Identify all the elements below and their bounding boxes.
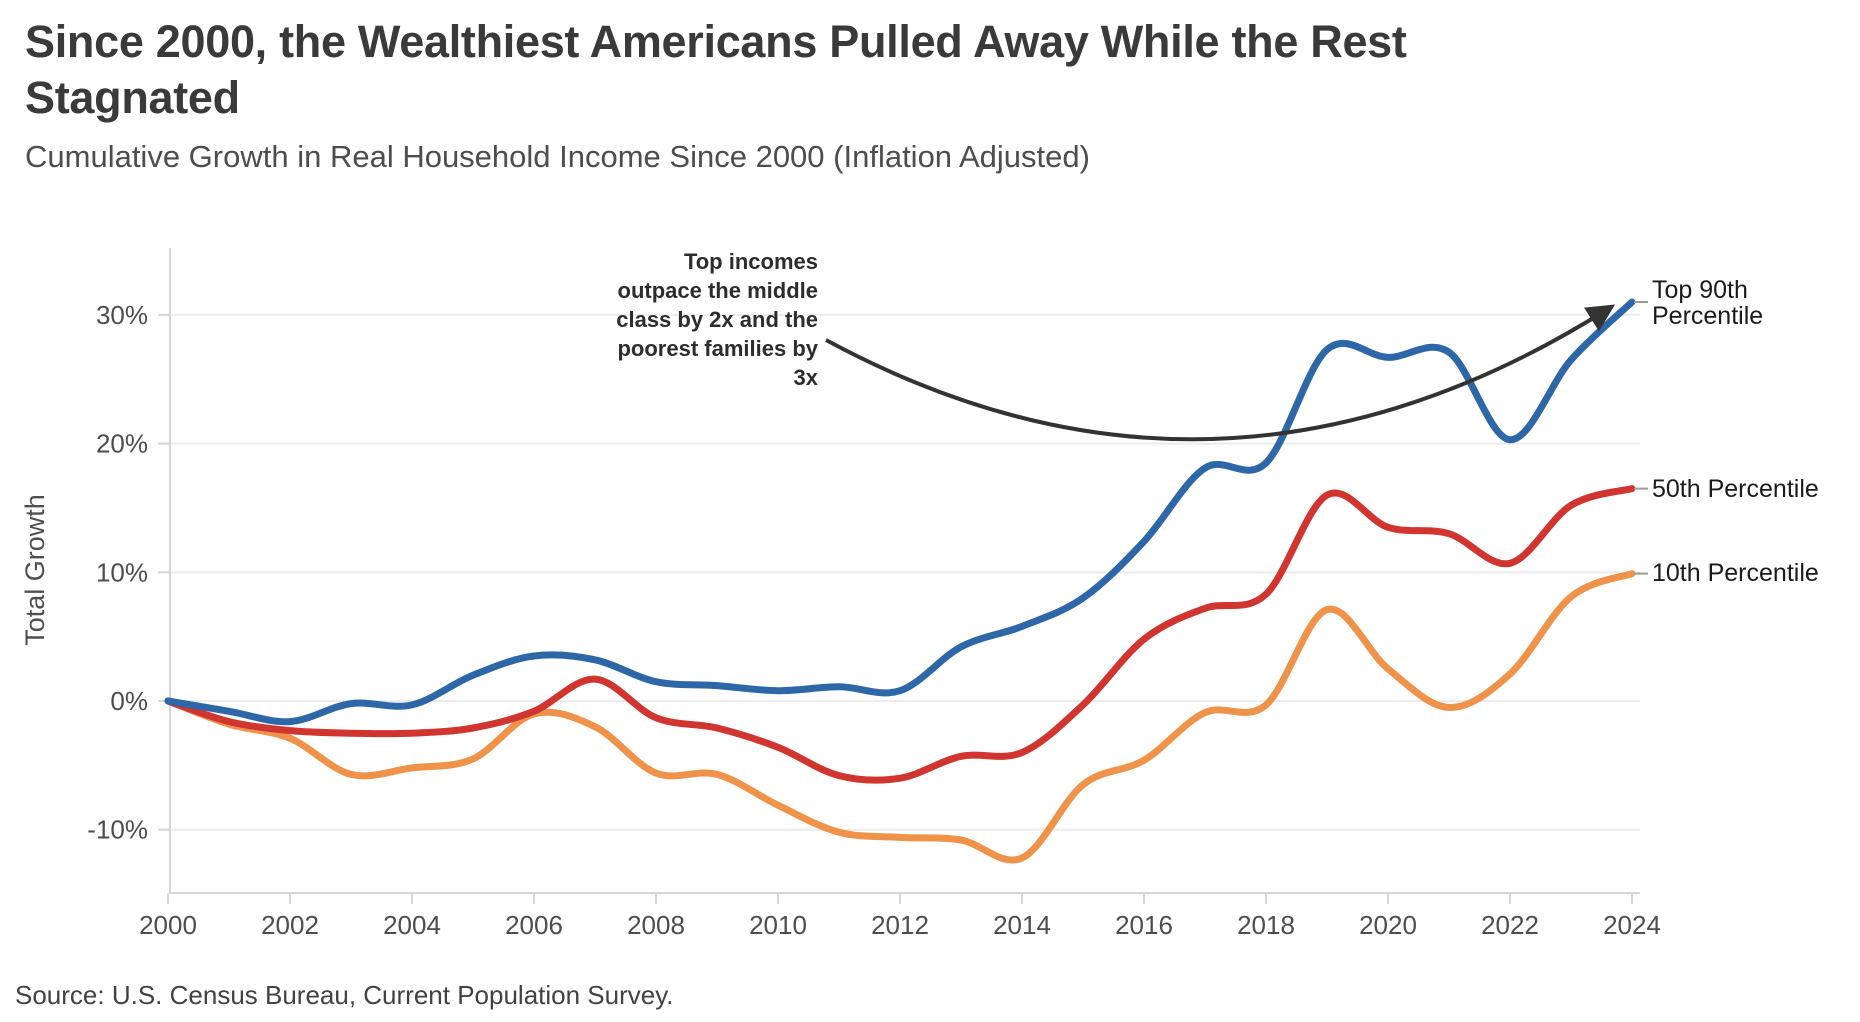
series-label-10th: 10th Percentile bbox=[1652, 559, 1819, 587]
x-tick-label: 2020 bbox=[1359, 910, 1417, 940]
series-label-top90: Top 90th Percentile bbox=[1652, 277, 1763, 329]
x-tick-label: 2016 bbox=[1115, 910, 1173, 940]
series-label-50th: 50th Percentile bbox=[1652, 475, 1819, 503]
x-tick-label: 2010 bbox=[749, 910, 807, 940]
x-tick-label: 2018 bbox=[1237, 910, 1295, 940]
x-tick-label: 2004 bbox=[383, 910, 441, 940]
annotation-line: outpace the middle bbox=[617, 278, 818, 303]
annotation-line: Top incomes bbox=[683, 249, 818, 274]
x-tick-label: 2014 bbox=[993, 910, 1051, 940]
x-tick-label: 2008 bbox=[627, 910, 685, 940]
series-line-50th-percentile bbox=[164, 485, 1636, 784]
y-tick-label: 20% bbox=[96, 429, 148, 459]
series-line-10th-percentile bbox=[164, 570, 1636, 864]
series-label-top90-line2: Percentile bbox=[1652, 302, 1764, 330]
x-tick-label: 2002 bbox=[261, 910, 319, 940]
page-title: Since 2000, the Wealthiest Americans Pul… bbox=[25, 14, 1645, 126]
y-tick-label: 0% bbox=[110, 686, 148, 716]
x-tick-label: 2006 bbox=[505, 910, 563, 940]
y-tick-label: 10% bbox=[96, 557, 148, 587]
y-tick-label: -10% bbox=[87, 815, 148, 845]
page-subtitle: Cumulative Growth in Real Household Inco… bbox=[25, 139, 1090, 174]
series-line-top-90th-percentile bbox=[164, 298, 1636, 726]
annotation-arrow bbox=[825, 304, 1616, 442]
x-tick-label: 2000 bbox=[139, 910, 197, 940]
page-title-line1: Since 2000, the Wealthiest Americans Pul… bbox=[25, 16, 1407, 67]
x-tick-label: 2022 bbox=[1481, 910, 1539, 940]
annotation-line: 3x bbox=[793, 365, 818, 390]
chart-annotation: Top incomes outpace the middle class by … bbox=[398, 247, 818, 392]
annotation-line: poorest families by bbox=[617, 336, 818, 361]
y-tick-label: 30% bbox=[96, 300, 148, 330]
series-label-top90-line1: Top 90th bbox=[1652, 276, 1748, 304]
annotation-line: class by 2x and the bbox=[616, 307, 818, 332]
source-credit: Source: U.S. Census Bureau, Current Popu… bbox=[15, 980, 674, 1010]
page-title-line2: Stagnated bbox=[25, 72, 240, 123]
x-tick-label: 2024 bbox=[1603, 910, 1661, 940]
x-tick-label: 2012 bbox=[871, 910, 929, 940]
y-axis-title: Total Growth bbox=[20, 494, 50, 646]
